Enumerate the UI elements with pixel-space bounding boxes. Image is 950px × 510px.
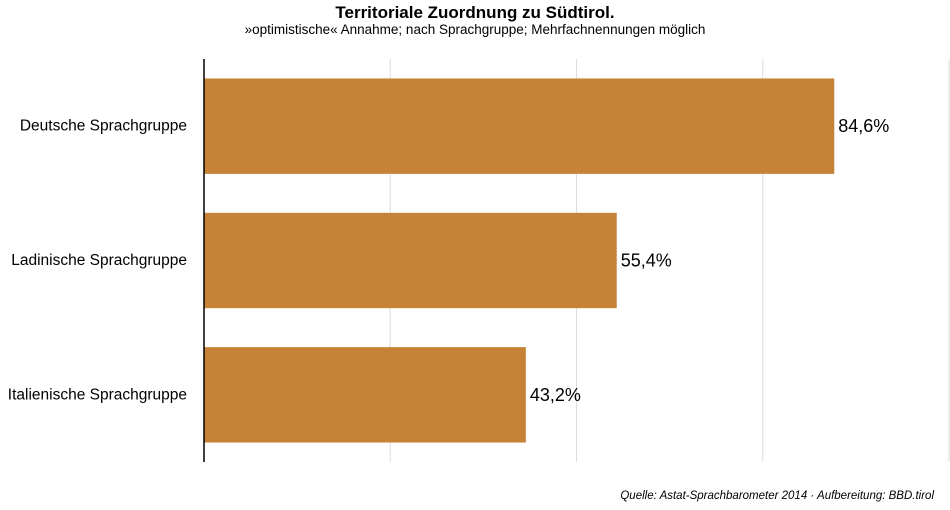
value-label: 84,6% (838, 116, 889, 136)
bar (204, 78, 835, 174)
value-label: 55,4% (621, 251, 672, 271)
value-label: 43,2% (530, 385, 581, 405)
category-label: Ladinische Sprachgruppe (11, 252, 187, 269)
labels: Deutsche Sprachgruppe 84,6% Ladinische Spr… (8, 116, 890, 405)
bar (204, 212, 617, 309)
bar (204, 347, 526, 443)
source-note: Quelle: Astat-Sprachbarometer 2014 · Auf… (620, 490, 934, 502)
category-label: Deutsche Sprachgruppe (20, 118, 187, 135)
category-label: Italienische Sprachgruppe (8, 386, 187, 403)
chart-subtitle: »optimistische« Annahme; nach Sprachgrup… (244, 22, 706, 37)
chart-title: Territoriale Zuordnung zu Südtirol. (335, 3, 615, 22)
bars (204, 78, 835, 443)
